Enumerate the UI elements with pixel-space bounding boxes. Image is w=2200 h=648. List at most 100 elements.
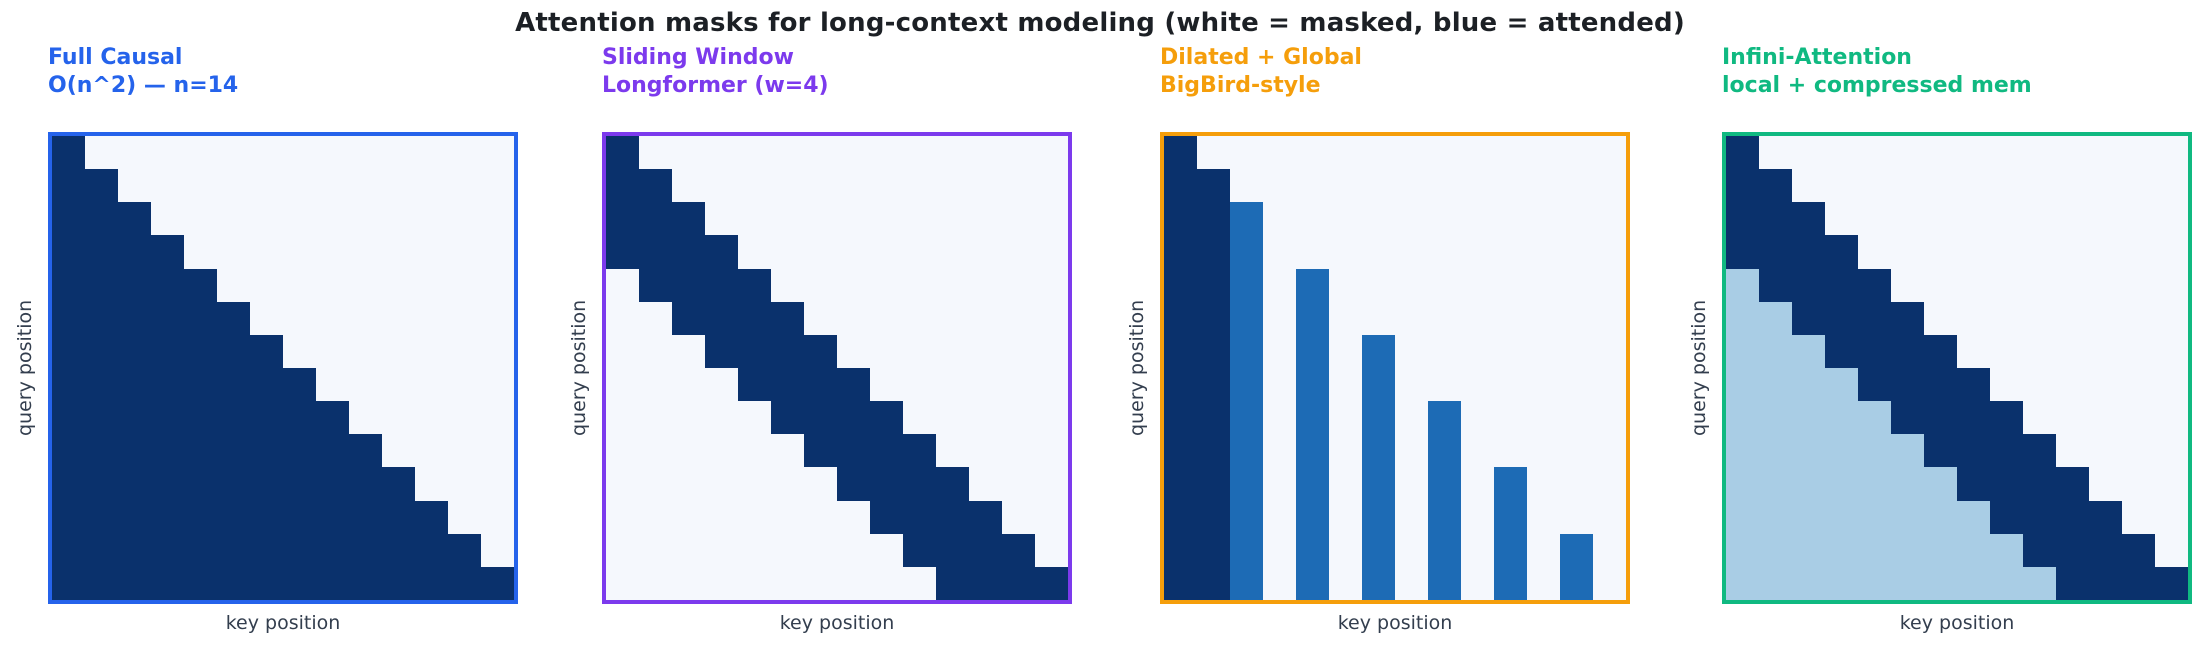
- mask-cell: [2122, 467, 2155, 501]
- mask-cell: [184, 434, 217, 468]
- mask-cell: [2122, 434, 2155, 468]
- mask-cell: [804, 301, 837, 335]
- mask-cell: [1362, 367, 1395, 402]
- mask-cell: [1494, 235, 1527, 269]
- x-axis-label-infini-attention: key position: [1899, 612, 2015, 634]
- mask-cell: [705, 169, 738, 203]
- mask-cell: [1792, 202, 1825, 236]
- mask-cell: [2023, 500, 2056, 534]
- mask-cell: [52, 268, 85, 302]
- mask-cell: [1560, 401, 1593, 435]
- mask-cell: [2122, 268, 2155, 302]
- mask-cell: [1296, 334, 1329, 368]
- mask-cell: [1957, 301, 1990, 335]
- mask-cell: [85, 500, 118, 534]
- mask-cell: [151, 566, 184, 600]
- mask-cell: [1395, 401, 1428, 435]
- mask-cell: [283, 268, 316, 302]
- mask-cell: [1924, 533, 1957, 567]
- mask-cell: [217, 202, 250, 236]
- mask-cell: [2122, 533, 2155, 567]
- mask-grid-infini-attention: [1722, 132, 2192, 604]
- mask-cell: [1825, 301, 1858, 335]
- mask-cell: [1164, 202, 1197, 236]
- mask-cell: [771, 467, 804, 501]
- mask-cell: [1593, 235, 1626, 269]
- mask-cell: [1461, 169, 1494, 203]
- mask-cell: [415, 401, 448, 435]
- mask-cell: [1263, 268, 1296, 302]
- mask-cell: [481, 467, 514, 501]
- mask-cell: [415, 268, 448, 302]
- mask-cell: [349, 268, 382, 302]
- mask-cell: [382, 334, 415, 368]
- mask-cell: [870, 367, 903, 402]
- mask-cell: [1792, 367, 1825, 402]
- mask-cell: [870, 467, 903, 501]
- mask-cell: [1792, 301, 1825, 335]
- mask-cell: [969, 533, 1002, 567]
- mask-cell: [870, 401, 903, 435]
- mask-cell: [1527, 202, 1560, 236]
- mask-cell: [1527, 434, 1560, 468]
- mask-cell: [1164, 169, 1197, 203]
- mask-cell: [1957, 434, 1990, 468]
- mask-cell: [316, 235, 349, 269]
- mask-cell: [2056, 434, 2089, 468]
- mask-cell: [1197, 401, 1230, 435]
- mask-cell: [184, 500, 217, 534]
- mask-cell: [1329, 169, 1362, 203]
- mask-cell: [1263, 401, 1296, 435]
- mask-cell: [217, 500, 250, 534]
- mask-cell: [316, 401, 349, 435]
- mask-cell: [1593, 434, 1626, 468]
- mask-cell: [1395, 334, 1428, 368]
- mask-cell: [1362, 334, 1395, 368]
- mask-cell: [1726, 467, 1759, 501]
- mask-cell: [1957, 566, 1990, 600]
- mask-cell: [1560, 136, 1593, 170]
- mask-cell: [936, 434, 969, 468]
- mask-cell: [2089, 136, 2122, 170]
- mask-cell: [2122, 566, 2155, 600]
- mask-cell: [1428, 500, 1461, 534]
- mask-cell: [1362, 566, 1395, 600]
- mask-cell: [1263, 500, 1296, 534]
- mask-cell: [217, 301, 250, 335]
- mask-cell: [1825, 202, 1858, 236]
- mask-cell: [283, 467, 316, 501]
- mask-cell: [1759, 533, 1792, 567]
- mask-cell: [448, 566, 481, 600]
- mask-cell: [1593, 268, 1626, 302]
- mask-cell: [118, 500, 151, 534]
- mask-cell: [217, 367, 250, 402]
- mask-cell: [382, 169, 415, 203]
- mask-cell: [1035, 533, 1068, 567]
- mask-cell: [606, 202, 639, 236]
- mask-cell: [1002, 136, 1035, 170]
- mask-cell: [903, 467, 936, 501]
- mask-cell: [1329, 334, 1362, 368]
- mask-cell: [382, 367, 415, 402]
- mask-cell: [804, 169, 837, 203]
- mask-cell: [1164, 136, 1197, 170]
- mask-cell: [672, 301, 705, 335]
- mask-cell: [1035, 268, 1068, 302]
- mask-cell: [184, 401, 217, 435]
- mask-cell: [481, 301, 514, 335]
- mask-cell: [1362, 401, 1395, 435]
- mask-cell: [639, 533, 672, 567]
- mask-cell: [151, 301, 184, 335]
- mask-cell: [151, 136, 184, 170]
- mask-cell: [1891, 434, 1924, 468]
- mask-cell: [2056, 301, 2089, 335]
- mask-cell: [606, 235, 639, 269]
- mask-cell: [1726, 401, 1759, 435]
- mask-cell: [2023, 169, 2056, 203]
- mask-cell: [1362, 235, 1395, 269]
- mask-cell: [738, 334, 771, 368]
- mask-cell: [1560, 235, 1593, 269]
- mask-cell: [1461, 136, 1494, 170]
- mask-cell: [1759, 202, 1792, 236]
- mask-cell: [1891, 566, 1924, 600]
